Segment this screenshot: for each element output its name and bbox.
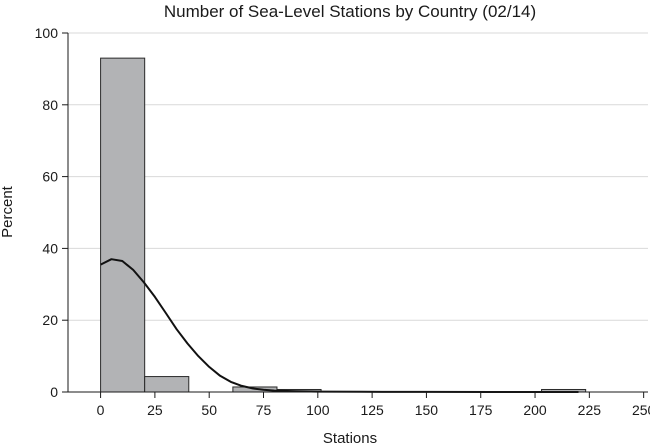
- y-tick-label: 40: [42, 240, 58, 256]
- axes: [67, 33, 648, 393]
- x-tick-label: 225: [578, 402, 602, 418]
- y-ticks: 0 20 40 60 80 100: [35, 25, 68, 400]
- x-tick-label: 200: [523, 402, 547, 418]
- histogram-bar: [144, 376, 190, 393]
- x-ticks: 0 25 50 75 100 125 150 175 200 225 250: [97, 392, 650, 418]
- y-tick-label: 100: [35, 25, 59, 41]
- x-tick-label: 25: [147, 402, 163, 418]
- y-axis-title: Percent: [0, 185, 16, 238]
- x-tick-label: 125: [360, 402, 384, 418]
- histogram-bar: [100, 57, 146, 393]
- x-tick-label: 175: [469, 402, 493, 418]
- x-tick-label: 75: [256, 402, 272, 418]
- bars: [100, 57, 587, 393]
- gridlines: [68, 32, 648, 321]
- density-curve: [100, 258, 579, 393]
- x-axis-title: Stations: [323, 430, 377, 447]
- y-tick-label: 20: [42, 312, 58, 328]
- y-tick-label: 80: [42, 97, 58, 113]
- x-tick-label: 250: [632, 402, 650, 418]
- chart-title: Number of Sea-Level Stations by Country …: [164, 2, 536, 21]
- y-tick-label: 0: [50, 384, 58, 400]
- x-tick-label: 150: [415, 402, 439, 418]
- x-tick-label: 50: [201, 402, 217, 418]
- x-tick-label: 0: [97, 402, 105, 418]
- x-tick-label: 100: [306, 402, 330, 418]
- y-tick-label: 60: [42, 169, 58, 185]
